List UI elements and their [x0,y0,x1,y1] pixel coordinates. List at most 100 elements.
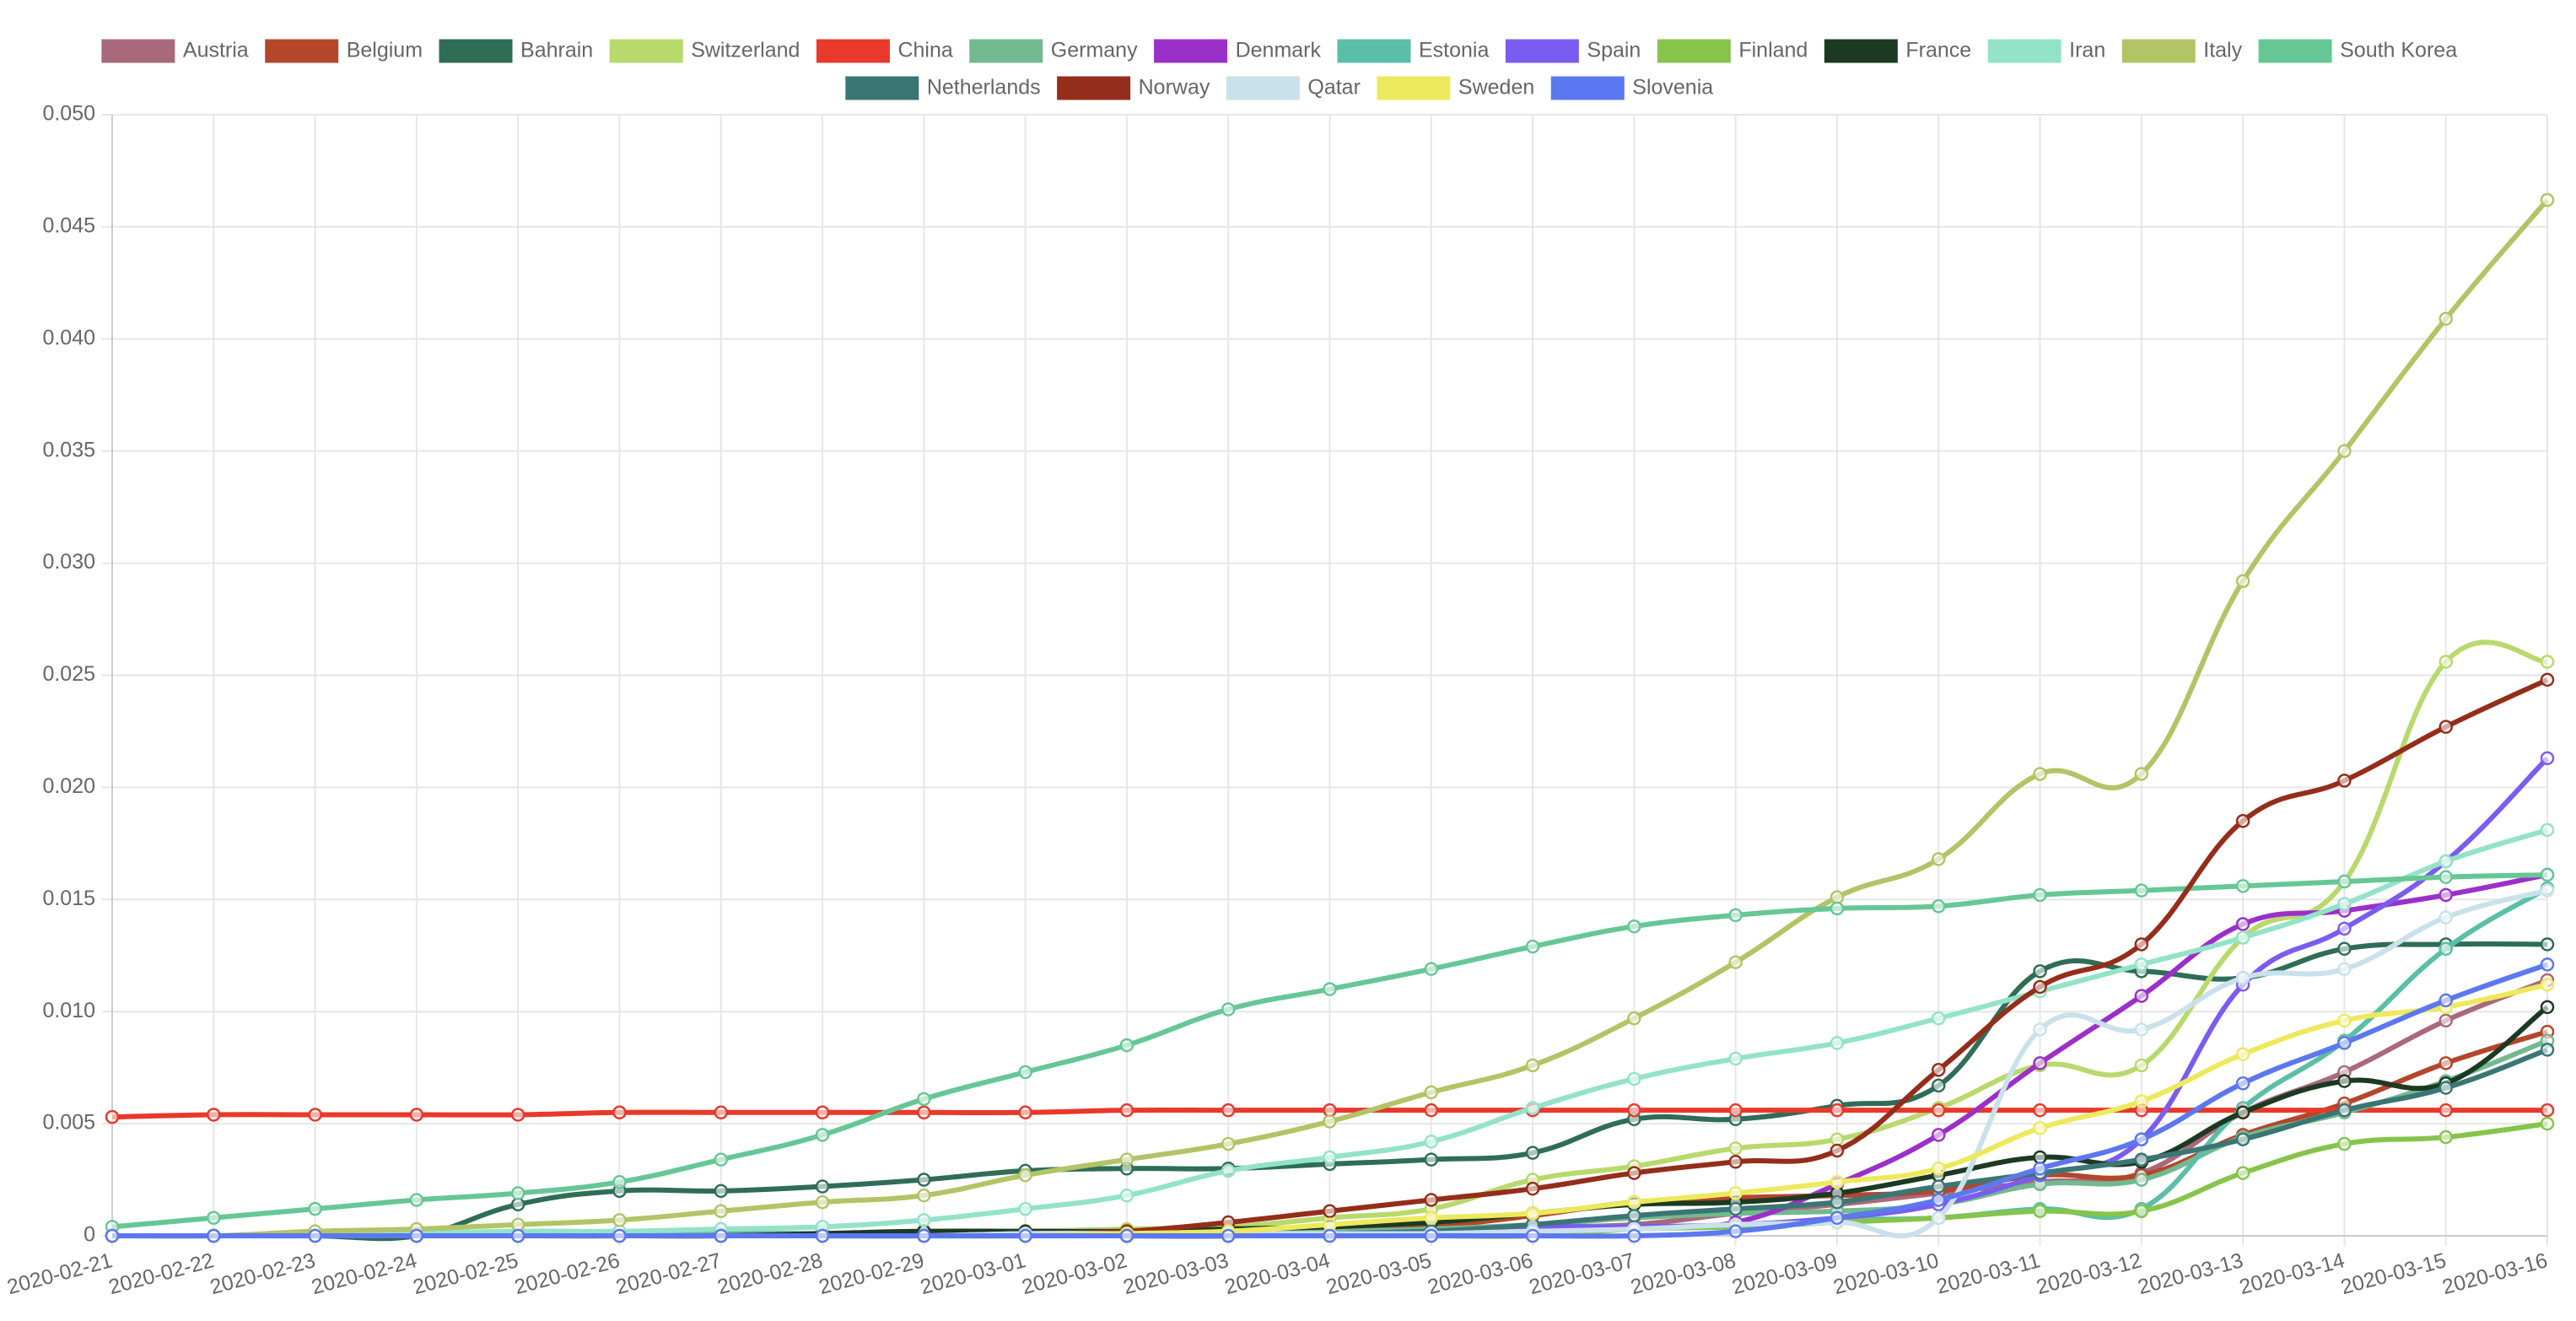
x-tick-label: 2020-03-15 [2338,1248,2449,1299]
data-point [1830,901,1845,916]
x-tick-label: 2020-03-03 [1121,1248,1231,1299]
data-point [2540,1043,2555,1057]
data-point [1119,1152,1134,1167]
data-point [917,1092,931,1107]
data-point [1932,1011,1946,1026]
data-point [409,1193,424,1207]
data-point [612,1105,627,1120]
y-tick-label: 0.045 [42,214,95,238]
data-point [1932,1179,1946,1194]
legend-item: Iran [1987,39,2105,63]
data-point [1221,1163,1236,1178]
x-tick-label: 2020-03-12 [2034,1248,2144,1299]
data-point [2235,879,2250,893]
data-point [2033,1150,2047,1165]
data-point [2235,930,2250,945]
data-point [2235,917,2250,931]
data-point [2134,1173,2149,1187]
legend-label: South Korea [2340,39,2457,62]
legend-label: Switzerland [691,39,800,62]
data-point [2134,1094,2149,1108]
data-point [1525,1101,1540,1115]
data-point [1932,1210,1946,1225]
data-point [917,1105,931,1120]
data-point [2033,887,2047,903]
legend-item: Denmark [1154,39,1321,63]
data-point [2540,1103,2555,1118]
data-point [105,1228,120,1243]
data-point [1525,1206,1540,1221]
data-point [1932,1078,1946,1093]
data-point [2439,1013,2453,1028]
data-point [2033,767,2047,781]
data-point [409,1228,424,1243]
x-tick-label: 2020-03-08 [1628,1248,1738,1299]
data-point [207,1228,221,1243]
data-point [2235,971,2250,985]
data-point [2134,767,2149,781]
data-point [2337,1103,2352,1118]
data-point [815,1228,830,1243]
data-point [2540,937,2555,952]
legend-item: Netherlands [845,76,1041,100]
data-point [815,1128,830,1142]
x-tick-label: 2020-03-10 [1831,1248,1942,1299]
data-point [1221,1103,1236,1118]
data-point [2033,1162,2047,1176]
legend-item: China [816,39,953,63]
data-point [1830,1143,1845,1158]
legend-label: Estonia [1419,39,1489,62]
y-tick-label: 0.010 [42,999,95,1022]
data-point [1627,1194,1641,1210]
data-point [2439,941,2453,957]
data-point [2134,1022,2149,1037]
data-point [2439,1130,2453,1145]
data-point [2235,1166,2250,1180]
legend-label: Spain [1587,39,1641,62]
legend-item: France [1824,39,1971,63]
legend-item: Finland [1657,39,1808,63]
data-point [1525,939,1540,954]
data-point [2540,867,2555,882]
data-point [1424,1210,1439,1225]
data-point [1018,1228,1032,1243]
data-point [2235,814,2250,828]
data-point [1830,1036,1845,1050]
legend-label: Sweden [1458,76,1534,100]
data-point [2235,574,2250,589]
data-point [2033,1121,2047,1135]
data-point [510,1186,525,1200]
legend-swatch [101,39,175,63]
x-tick-label: 2020-03-09 [1729,1248,1840,1299]
data-point [2540,822,2555,838]
legend-swatch [1550,76,1625,100]
data-point [2033,979,2047,995]
data-point [2439,993,2453,1008]
data-point [2540,883,2555,898]
x-tick-label: 2020-02-23 [207,1248,318,1299]
legend-item: South Korea [2258,39,2457,63]
data-point [1119,1228,1134,1243]
data-point [2337,874,2352,889]
x-tick-label: 2020-03-01 [918,1248,1028,1299]
legend-swatch [1824,39,1898,63]
data-point [1018,1105,1032,1120]
x-tick-label: 2020-03-02 [1019,1248,1129,1299]
data-point [2134,1152,2149,1167]
series-line [111,198,2550,1239]
data-point [1119,1038,1134,1053]
legend-label: Finland [1738,39,1808,62]
data-point [1323,1114,1337,1129]
data-point [2337,962,2352,976]
x-tick-label: 2020-02-21 [4,1248,115,1299]
data-point [1728,1051,1743,1066]
data-point [207,1210,221,1225]
legend-label: Iran [2069,39,2105,62]
data-point [510,1197,525,1212]
legend-swatch [1337,39,1411,63]
x-tick-label: 2020-02-22 [106,1248,217,1299]
data-point [1830,1132,1845,1146]
legend-swatch [1505,39,1579,63]
data-point [815,1179,830,1194]
